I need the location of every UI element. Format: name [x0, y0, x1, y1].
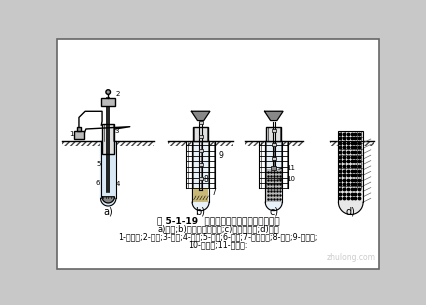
Text: zhulong.com: zhulong.com: [326, 253, 375, 262]
Bar: [62, 141, 154, 146]
Polygon shape: [192, 141, 209, 211]
Bar: [272, 157, 276, 160]
Polygon shape: [102, 197, 114, 203]
Text: c): c): [269, 206, 278, 216]
Text: 4: 4: [115, 181, 120, 188]
Bar: [271, 166, 276, 170]
Circle shape: [106, 90, 110, 94]
Text: 10-隔水塞;11-混凝土:: 10-隔水塞;11-混凝土:: [189, 240, 248, 249]
Bar: [330, 141, 374, 146]
Text: 9: 9: [218, 152, 223, 160]
Polygon shape: [265, 141, 282, 211]
FancyBboxPatch shape: [57, 39, 379, 269]
Bar: [199, 149, 202, 152]
Text: 7: 7: [211, 188, 216, 197]
Text: a): a): [104, 206, 113, 216]
Bar: [245, 141, 303, 146]
Bar: [272, 129, 276, 132]
Bar: [77, 127, 81, 131]
Bar: [102, 124, 114, 154]
Text: b): b): [196, 206, 206, 216]
Text: 5: 5: [96, 161, 101, 167]
Bar: [74, 131, 84, 139]
Bar: [193, 188, 208, 202]
Bar: [272, 143, 276, 146]
Text: 3: 3: [115, 128, 119, 134]
Text: 8: 8: [204, 174, 208, 184]
Bar: [338, 131, 363, 141]
Bar: [266, 127, 282, 141]
Text: 1-泥浆泵;2-钻机;3-护筒;4-钻头;5-钻杆;6-泥浆;7-孔底泥浆;8-导管;9-钢筋笼;: 1-泥浆泵;2-钻机;3-护筒;4-钻头;5-钻杆;6-泥浆;7-孔底泥浆;8-…: [118, 232, 318, 241]
Text: 10: 10: [286, 176, 295, 182]
Bar: [199, 121, 202, 124]
Bar: [199, 135, 202, 138]
Bar: [199, 163, 202, 166]
Text: d): d): [346, 206, 356, 216]
Text: 11: 11: [286, 164, 295, 170]
Polygon shape: [101, 141, 116, 206]
Polygon shape: [265, 111, 283, 120]
Polygon shape: [191, 111, 210, 120]
Bar: [199, 177, 202, 180]
Bar: [193, 127, 208, 141]
Bar: [101, 98, 115, 106]
Bar: [266, 169, 282, 202]
Text: 2: 2: [115, 92, 120, 97]
Polygon shape: [338, 141, 363, 214]
Text: a)钻孔;b)下钢筋笼及导管;c)灌注混凝土;d)成桩: a)钻孔;b)下钢筋笼及导管;c)灌注混凝土;d)成桩: [158, 224, 279, 234]
Text: 6: 6: [95, 180, 100, 186]
Text: 1: 1: [69, 131, 74, 137]
Bar: [168, 141, 233, 146]
Text: 图 5-1-19  泥浆护壁钻孔灌注桩施工顺序图: 图 5-1-19 泥浆护壁钻孔灌注桩施工顺序图: [157, 216, 279, 225]
